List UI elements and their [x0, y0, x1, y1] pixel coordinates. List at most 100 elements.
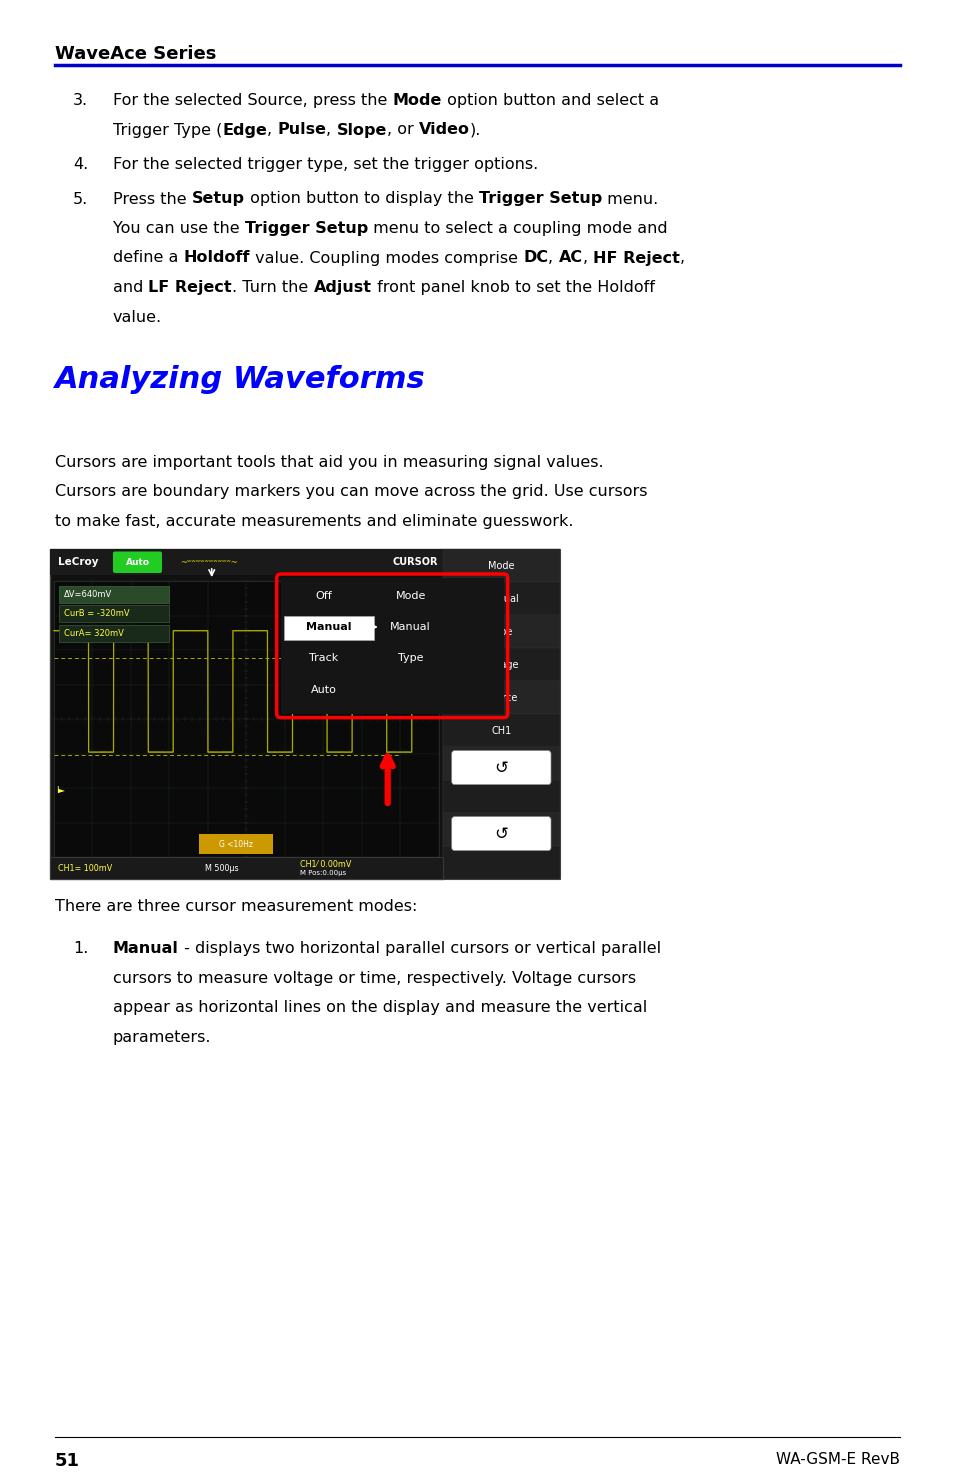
Text: Voltage: Voltage [482, 659, 519, 670]
Bar [442, 714, 559, 746]
Bar [280, 578, 503, 714]
Text: CurB = -320mV: CurB = -320mV [64, 609, 130, 618]
Text: I►: I► [56, 786, 65, 795]
Text: option button and select a: option button and select a [441, 93, 659, 108]
Text: Cursors are important tools that aid you in measuring signal values.: Cursors are important tools that aid you… [55, 454, 603, 469]
Text: ,: , [582, 251, 592, 266]
Text: DC: DC [522, 251, 548, 266]
Text: define a: define a [112, 251, 183, 266]
FancyBboxPatch shape [112, 552, 162, 572]
Bar [283, 617, 374, 640]
Bar [59, 624, 169, 642]
Text: ↺: ↺ [494, 758, 508, 777]
Text: Manual: Manual [306, 622, 351, 631]
Bar [442, 813, 559, 847]
Text: Press the: Press the [112, 192, 192, 206]
Bar [442, 847, 559, 879]
Text: menu to select a coupling mode and: menu to select a coupling mode and [368, 221, 667, 236]
Text: Edge: Edge [222, 122, 267, 137]
Text: ,: , [548, 251, 558, 266]
Text: value.: value. [112, 310, 162, 324]
Text: ,: , [326, 122, 336, 137]
Text: 5.: 5. [73, 192, 89, 206]
Text: Mode: Mode [392, 93, 441, 108]
Text: There are three cursor measurement modes:: There are three cursor measurement modes… [55, 898, 417, 914]
Text: Manual: Manual [390, 622, 431, 631]
Bar [442, 681, 559, 714]
Text: Mode: Mode [395, 590, 425, 600]
Text: Cur A: Cur A [488, 758, 515, 768]
FancyBboxPatch shape [199, 833, 273, 854]
Text: Off: Off [315, 590, 332, 600]
Text: cursors to measure voltage or time, respectively. Voltage cursors: cursors to measure voltage or time, resp… [112, 971, 636, 985]
Text: WA-GSM-E RevB: WA-GSM-E RevB [775, 1451, 899, 1468]
Bar [442, 583, 559, 615]
Text: . Turn the: . Turn the [232, 280, 314, 295]
Text: CH1= 100mV: CH1= 100mV [58, 863, 112, 873]
Bar [50, 857, 442, 879]
Text: Holdoff: Holdoff [183, 251, 250, 266]
Text: appear as horizontal lines on the display and measure the vertical: appear as horizontal lines on the displa… [112, 1000, 646, 1015]
Text: CH1⁄ 0.00mV: CH1⁄ 0.00mV [299, 860, 351, 869]
Text: value. Coupling modes comprise: value. Coupling modes comprise [250, 251, 522, 266]
Text: ).: ). [470, 122, 481, 137]
Text: ,: , [679, 251, 684, 266]
Text: CH1: CH1 [491, 726, 511, 736]
Text: M Pos:0.00μs: M Pos:0.00μs [299, 870, 346, 876]
Bar [442, 615, 559, 648]
Text: ↺: ↺ [494, 825, 508, 842]
Text: Setup: Setup [192, 192, 245, 206]
Text: WaveAce Series: WaveAce Series [55, 46, 216, 63]
Text: Trigger Setup: Trigger Setup [478, 192, 601, 206]
Text: Pulse: Pulse [277, 122, 326, 137]
Text: You can use the: You can use the [112, 221, 245, 236]
Text: ΔV=640mV: ΔV=640mV [64, 590, 112, 599]
Text: For the selected Source, press the: For the selected Source, press the [112, 93, 392, 108]
Text: and: and [112, 280, 149, 295]
Text: Analyzing Waveforms: Analyzing Waveforms [55, 364, 425, 394]
FancyBboxPatch shape [451, 751, 551, 785]
Text: Adjust: Adjust [314, 280, 371, 295]
Text: menu.: menu. [601, 192, 658, 206]
Text: 4.: 4. [73, 156, 89, 173]
Bar [442, 549, 559, 583]
Text: ~ʷʷʷʷʷʷʷʷʷʷ~: ~ʷʷʷʷʷʷʷʷʷʷ~ [180, 558, 237, 566]
Text: Auto: Auto [311, 684, 336, 695]
Text: Cursors are boundary markers you can move across the grid. Use cursors: Cursors are boundary markers you can mov… [55, 484, 647, 499]
Text: Cur B: Cur B [487, 825, 515, 835]
Text: Trigger Type (: Trigger Type ( [112, 122, 222, 137]
Text: LF Reject: LF Reject [149, 280, 232, 295]
Text: For the selected trigger type, set the trigger options.: For the selected trigger type, set the t… [112, 156, 537, 173]
Text: Source: Source [484, 692, 517, 702]
Text: Trigger Setup: Trigger Setup [245, 221, 368, 236]
Bar [59, 586, 169, 602]
Bar [50, 549, 442, 575]
Text: 51: 51 [55, 1451, 80, 1471]
Text: to make fast, accurate measurements and eliminate guesswork.: to make fast, accurate measurements and … [55, 513, 573, 528]
Text: M 500μs: M 500μs [205, 863, 238, 873]
Text: 3.: 3. [73, 93, 88, 108]
Text: AC: AC [558, 251, 582, 266]
Text: CurA= 320mV: CurA= 320mV [64, 628, 124, 637]
Text: Slope: Slope [336, 122, 387, 137]
Text: ,: , [267, 122, 277, 137]
Text: LeCroy: LeCroy [58, 558, 98, 566]
Bar [50, 549, 442, 879]
Text: HF Reject: HF Reject [592, 251, 679, 266]
Text: Mode: Mode [488, 560, 514, 571]
Bar [442, 549, 559, 879]
Text: Type: Type [490, 627, 512, 637]
Bar [54, 581, 438, 857]
Bar [442, 648, 559, 681]
Bar [59, 605, 169, 622]
Text: , or: , or [387, 122, 418, 137]
FancyBboxPatch shape [451, 817, 551, 851]
Text: G <10Hz: G <10Hz [219, 839, 253, 848]
Text: - displays two horizontal parallel cursors or vertical parallel: - displays two horizontal parallel curso… [179, 941, 660, 956]
Text: option button to display the: option button to display the [245, 192, 478, 206]
Text: parameters.: parameters. [112, 1030, 212, 1044]
Text: Manual: Manual [483, 593, 518, 603]
Text: Track: Track [309, 653, 338, 664]
Text: 1.: 1. [73, 941, 89, 956]
Bar [442, 746, 559, 780]
